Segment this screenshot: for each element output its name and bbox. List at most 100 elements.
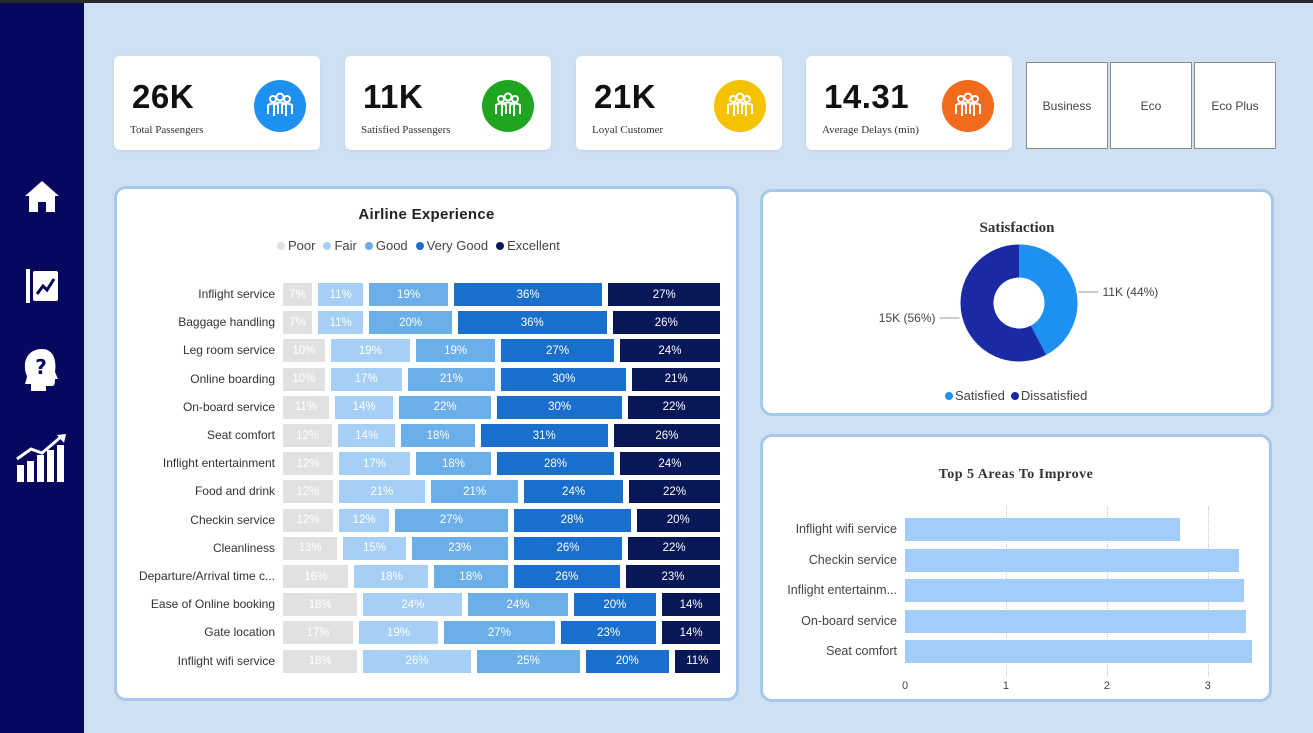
bar-segment-poor[interactable]: 12% — [283, 424, 333, 447]
chart-title: Airline Experience — [358, 206, 495, 223]
nav-help-button[interactable]: ? — [15, 345, 69, 395]
category-label: Online boarding — [190, 371, 275, 386]
bar-segment-fair[interactable]: 19% — [359, 621, 438, 645]
bar-segment-poor[interactable]: 7% — [283, 283, 312, 306]
bar-segment-good[interactable]: 21% — [431, 480, 518, 504]
legend-item-very-good[interactable]: Very Good — [415, 238, 488, 253]
bar-segment-fair[interactable]: 14% — [338, 424, 396, 447]
bar-segment-fair[interactable]: 11% — [317, 311, 364, 335]
bar-segment-fair[interactable]: 26% — [363, 649, 471, 673]
category-label: Gate location — [204, 625, 275, 640]
bar[interactable] — [905, 609, 1246, 633]
nav-report-button[interactable] — [15, 261, 69, 311]
bar-segment-very-good[interactable]: 26% — [513, 565, 620, 588]
bar-segment-poor[interactable]: 7% — [283, 311, 312, 335]
bar-segment-fair[interactable]: 18% — [354, 565, 429, 588]
bar-segment-very-good[interactable]: 23% — [561, 621, 657, 645]
bar-segment-very-good[interactable]: 31% — [480, 424, 608, 447]
bar-segment-good[interactable]: 27% — [443, 621, 556, 645]
bar-segment-fair[interactable]: 19% — [330, 339, 410, 363]
bar-segment-very-good[interactable]: 28% — [497, 452, 614, 476]
legend-item-good[interactable]: Good — [364, 238, 408, 253]
bar-segment-good[interactable]: 18% — [434, 565, 508, 588]
donut-data-label: 15K (56%) — [879, 311, 936, 325]
donut-slice-satisfied[interactable] — [1018, 244, 1078, 355]
bar-segment-excellent[interactable]: 11% — [674, 649, 720, 673]
category-label: Inflight wifi service — [795, 522, 897, 536]
legend-item-dissatisfied[interactable]: Dissatisfied — [1010, 388, 1087, 403]
bar-segment-poor[interactable]: 13% — [283, 536, 338, 560]
bar-segment-excellent[interactable]: 26% — [612, 311, 720, 335]
bar[interactable] — [905, 579, 1244, 602]
nav-analytics-button[interactable] — [15, 433, 69, 483]
bar-segment-excellent[interactable]: 24% — [619, 339, 720, 363]
bar-segment-excellent[interactable]: 14% — [662, 621, 720, 645]
bar-segment-fair[interactable]: 21% — [338, 480, 426, 504]
bar-segment-good[interactable]: 21% — [407, 367, 496, 391]
legend-item-satisfied[interactable]: Satisfied — [945, 388, 1005, 403]
bar-segment-poor[interactable]: 10% — [283, 339, 325, 363]
category-label: Seat comfort — [826, 644, 897, 658]
bar-segment-very-good[interactable]: 20% — [573, 593, 657, 617]
bar-segment-very-good[interactable]: 20% — [585, 649, 669, 673]
bar-segment-poor[interactable]: 16% — [283, 565, 349, 588]
bar-segment-excellent[interactable]: 23% — [625, 565, 720, 588]
bar-segment-fair[interactable]: 14% — [334, 395, 394, 419]
bar[interactable] — [905, 518, 1181, 541]
bar-segment-very-good[interactable]: 36% — [457, 311, 607, 335]
bar-segment-very-good[interactable]: 27% — [501, 339, 614, 363]
bar-segment-excellent[interactable]: 14% — [662, 593, 720, 617]
legend-item-excellent[interactable]: Excellent — [496, 238, 560, 253]
bar-segment-fair[interactable]: 12% — [339, 508, 390, 532]
bar-segment-good[interactable]: 27% — [395, 508, 508, 532]
donut-slice-dissatisfied[interactable] — [960, 244, 1047, 362]
top5-improve-panel: Top 5 Areas To Improve 0 1 2 3 Inflight wifi… — [760, 434, 1272, 702]
bar-segment-fair[interactable]: 15% — [343, 536, 406, 560]
bar-segment-excellent[interactable]: 20% — [636, 508, 720, 532]
bar-segment-excellent[interactable]: 22% — [628, 536, 720, 560]
bar-segment-poor[interactable]: 18% — [283, 649, 358, 673]
bar-segment-very-good[interactable]: 36% — [453, 283, 603, 306]
bar-segment-fair[interactable]: 11% — [317, 283, 364, 306]
bar[interactable] — [905, 548, 1239, 572]
slicer-eco-plus[interactable]: Eco Plus — [1194, 62, 1276, 149]
bar-segment-very-good[interactable]: 30% — [497, 395, 623, 419]
bar-segment-poor[interactable]: 12% — [283, 508, 334, 532]
bar-segment-good[interactable]: 25% — [476, 649, 580, 673]
bar-segment-very-good[interactable]: 26% — [513, 536, 623, 560]
bar-segment-good[interactable]: 24% — [468, 593, 568, 617]
bar-segment-excellent[interactable]: 22% — [628, 395, 720, 419]
bar-segment-poor[interactable]: 18% — [283, 593, 358, 617]
bar-segment-poor[interactable]: 11% — [283, 395, 329, 419]
bar[interactable] — [905, 640, 1252, 663]
bar-segment-good[interactable]: 22% — [399, 395, 492, 419]
bar-segment-excellent[interactable]: 21% — [632, 367, 720, 391]
bar-segment-excellent[interactable]: 22% — [629, 480, 720, 504]
bar-segment-good[interactable]: 20% — [369, 311, 452, 335]
bar-segment-very-good[interactable]: 28% — [513, 508, 631, 532]
bar-segment-good[interactable]: 19% — [369, 283, 448, 306]
bar-segment-fair[interactable]: 24% — [363, 593, 463, 617]
slicer-eco[interactable]: Eco — [1110, 62, 1192, 149]
bar-segment-poor[interactable]: 10% — [283, 367, 325, 391]
bar-segment-very-good[interactable]: 24% — [524, 480, 624, 504]
bar-segment-excellent[interactable]: 24% — [619, 452, 720, 476]
nav-home-button[interactable] — [15, 171, 69, 221]
bar-segment-poor[interactable]: 12% — [283, 480, 333, 504]
legend-item-poor[interactable]: Poor — [277, 238, 315, 253]
bar-segment-good[interactable]: 18% — [415, 452, 492, 476]
bar-segment-good[interactable]: 19% — [415, 339, 496, 363]
legend-item-fair[interactable]: Fair — [323, 238, 357, 253]
bar-segment-excellent[interactable]: 26% — [613, 424, 720, 447]
bar-segment-fair[interactable]: 17% — [330, 367, 402, 391]
bar-segment-very-good[interactable]: 30% — [501, 367, 627, 391]
slicer-business[interactable]: Business — [1026, 62, 1108, 149]
bar-segment-excellent[interactable]: 27% — [608, 283, 720, 306]
bar-segment-good[interactable]: 18% — [401, 424, 475, 447]
kpi-total-passengers: 26K Total Passengers — [114, 56, 320, 150]
stacked-bars-area: 7% 11% 19% 36% 27% 7% 11% 20% 36% 26% 10% 19% 19% 27%… — [283, 189, 723, 698]
bar-segment-fair[interactable]: 17% — [339, 452, 410, 476]
bar-segment-good[interactable]: 23% — [411, 536, 508, 560]
bar-segment-poor[interactable]: 12% — [283, 452, 334, 476]
bar-segment-poor[interactable]: 17% — [283, 621, 354, 645]
